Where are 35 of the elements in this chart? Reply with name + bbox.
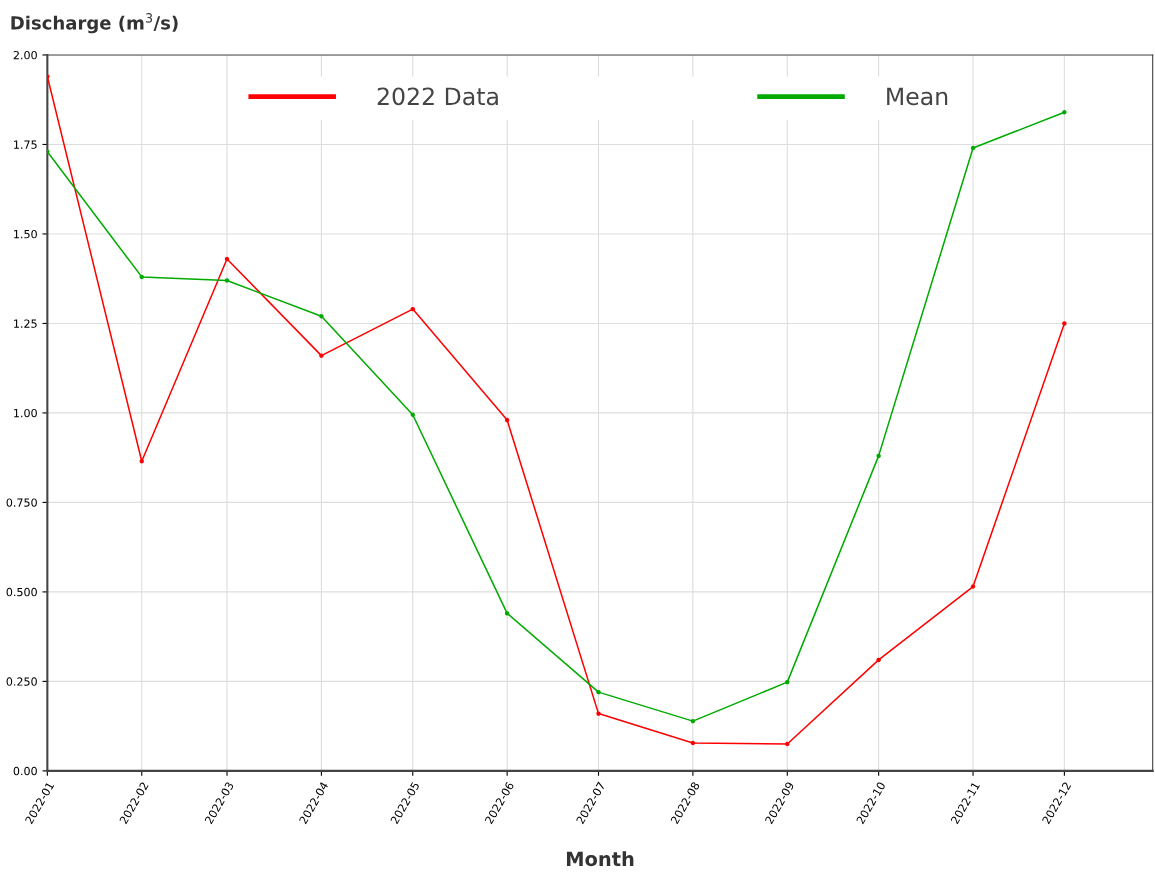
point bbox=[970, 145, 976, 151]
point bbox=[596, 689, 601, 695]
point bbox=[1062, 321, 1067, 326]
y-tick-label: 0.250 bbox=[6, 677, 37, 686]
y-tick-label: 1.00 bbox=[14, 408, 37, 418]
point bbox=[139, 459, 144, 464]
x-axis-title: Month bbox=[566, 851, 634, 867]
point bbox=[319, 314, 324, 319]
legend-label: 2022 Data bbox=[377, 87, 498, 106]
y-tick-label: 0.00 bbox=[13, 766, 37, 776]
y-tick-label: 0.500 bbox=[6, 587, 37, 597]
point bbox=[224, 278, 230, 283]
point bbox=[504, 611, 510, 616]
y-tick-label: 1.25 bbox=[14, 319, 37, 328]
point bbox=[970, 584, 976, 589]
point bbox=[596, 711, 601, 716]
point bbox=[139, 274, 144, 280]
point bbox=[504, 417, 510, 423]
point bbox=[410, 412, 415, 417]
point bbox=[410, 306, 415, 312]
point bbox=[876, 657, 881, 663]
point bbox=[785, 741, 790, 747]
point bbox=[690, 718, 696, 724]
point bbox=[1062, 110, 1067, 115]
y-tick-label: 1.50 bbox=[14, 229, 37, 239]
point bbox=[785, 679, 790, 685]
point bbox=[690, 740, 696, 746]
y-tick-label: 2.00 bbox=[13, 50, 37, 60]
point bbox=[224, 256, 230, 262]
y-tick-label: 0.750 bbox=[6, 498, 37, 507]
legend-label: Mean bbox=[887, 87, 948, 106]
y-tick-label: 1.75 bbox=[14, 140, 37, 149]
point bbox=[876, 453, 881, 459]
y-axis-title: Discharge (m$^{3}$/s) bbox=[11, 13, 178, 34]
point bbox=[319, 353, 324, 358]
